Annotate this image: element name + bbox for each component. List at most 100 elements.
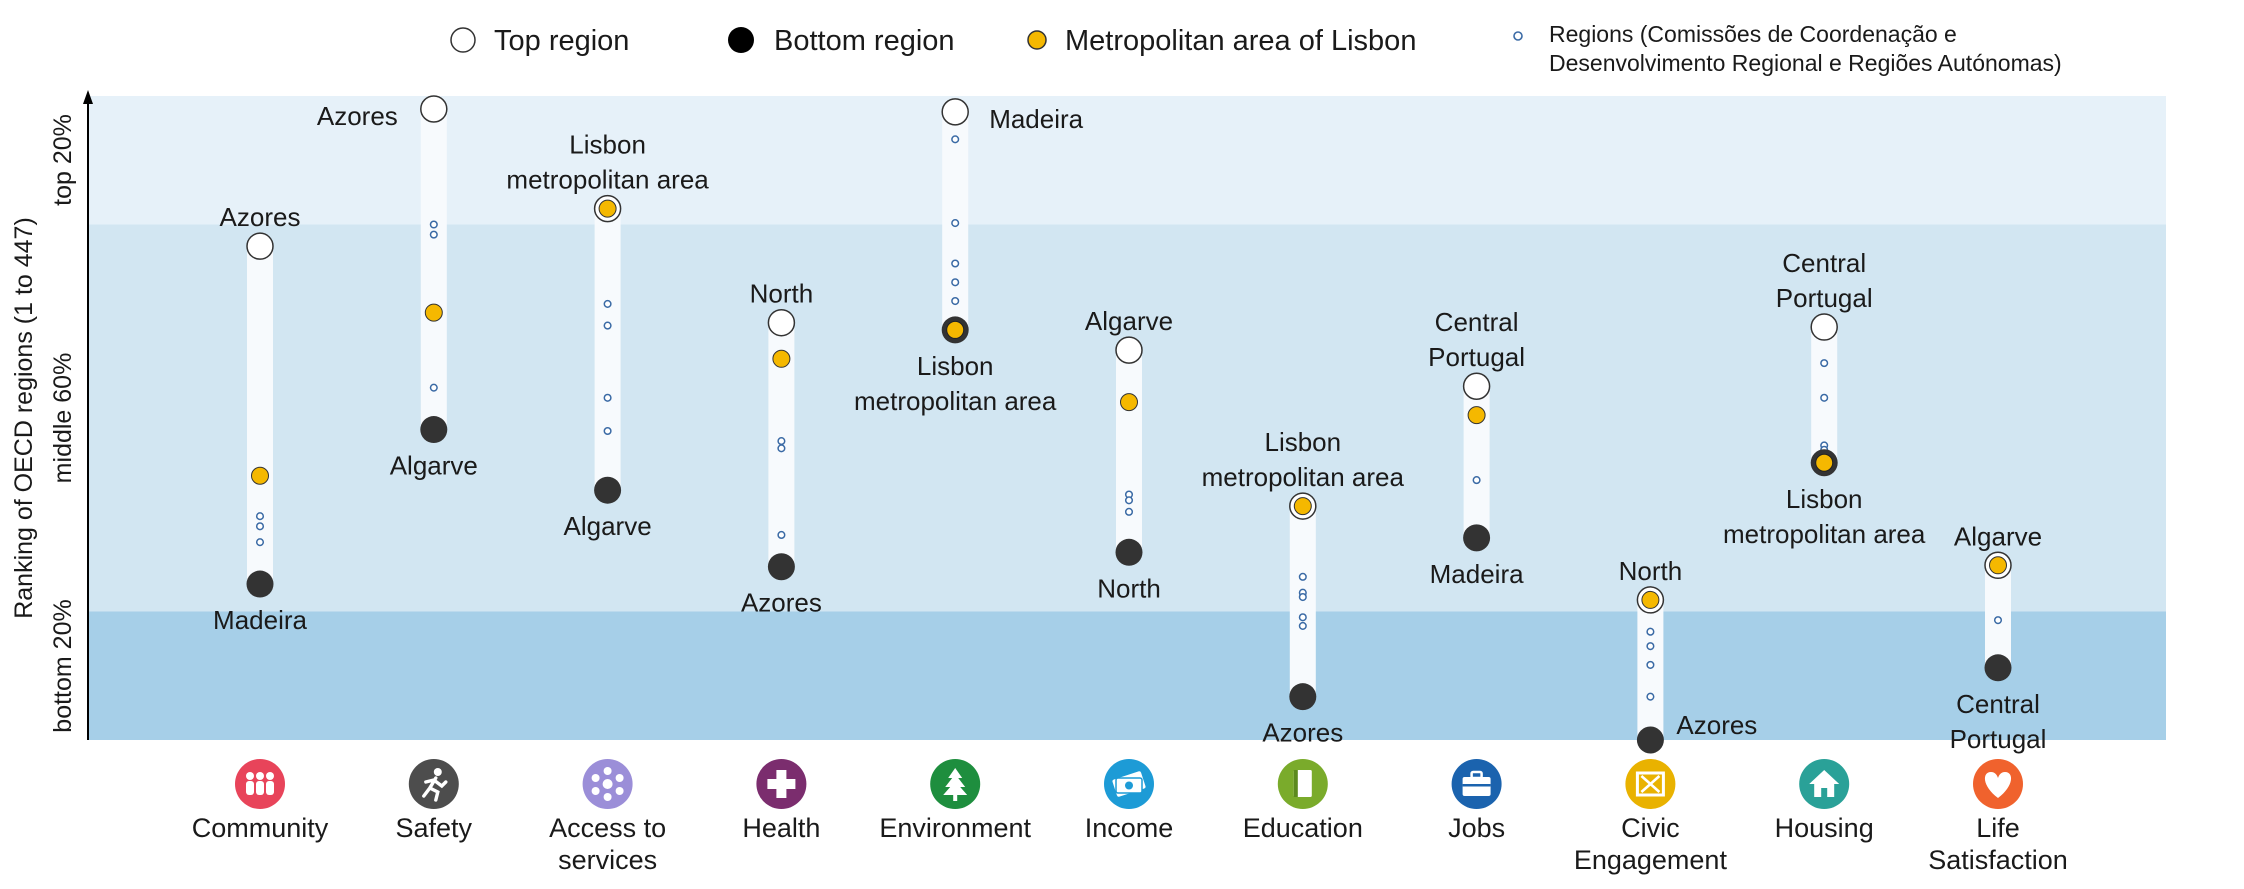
environment-category-label: Environment bbox=[879, 813, 1031, 843]
income-region-dot bbox=[1124, 496, 1134, 505]
education-region-dot bbox=[1298, 592, 1307, 602]
note-coin-icon bbox=[1125, 781, 1133, 790]
education-bottom-label: Azores bbox=[1262, 718, 1343, 748]
environment-lisbon-marker bbox=[946, 320, 965, 339]
safety-top-label: Azores bbox=[317, 101, 398, 131]
runner-body-icon bbox=[422, 776, 448, 802]
network-node-icon bbox=[603, 793, 612, 801]
case-strap-icon bbox=[1462, 784, 1491, 787]
housing-top-label: Central bbox=[1782, 248, 1866, 278]
house-icon bbox=[1799, 759, 1850, 809]
education-bottom-marker bbox=[1289, 683, 1317, 711]
education-top-label: metropolitan area bbox=[1202, 462, 1405, 492]
plot-area: Azores Madeira Azores Algarve Lisbon metropol… bbox=[213, 95, 2047, 754]
income-top-marker bbox=[1115, 336, 1143, 364]
civic-engagement-region-dot bbox=[1646, 692, 1655, 701]
income-top-label: Algarve bbox=[1085, 306, 1173, 336]
civic-engagement-category-label: Civic bbox=[1621, 813, 1680, 843]
legend-regions-label-line2: Desenvolvimento Regional e Regiões Autón… bbox=[1549, 50, 2062, 76]
income-bottom-label: North bbox=[1097, 573, 1161, 603]
jobs-region-dot bbox=[1472, 476, 1481, 485]
access-to-services-category-label: services bbox=[558, 845, 657, 875]
housing-lisbon-marker bbox=[1815, 453, 1834, 472]
education-region-dot bbox=[1298, 572, 1307, 581]
person-body-icon bbox=[246, 781, 254, 795]
heart-shape-icon bbox=[1984, 772, 2012, 798]
safety-top-marker bbox=[420, 95, 448, 123]
legend-top-marker bbox=[450, 27, 476, 53]
network-node-icon bbox=[591, 774, 600, 782]
environment-top-marker bbox=[941, 98, 969, 126]
jobs-bottom-marker bbox=[1463, 524, 1491, 552]
access-to-services-lisbon-marker bbox=[598, 199, 617, 218]
safety-category-label: Safety bbox=[396, 813, 473, 843]
environment-top-label: Madeira bbox=[989, 104, 1083, 134]
life-satisfaction-category-label: Satisfaction bbox=[1928, 845, 2068, 875]
jobs-lisbon-marker bbox=[1467, 406, 1486, 425]
environment-bottom-label: Lisbon bbox=[917, 351, 994, 381]
network-hub-icon bbox=[602, 779, 613, 789]
income-region-dot bbox=[1124, 507, 1134, 516]
housing-category-label: Housing bbox=[1775, 813, 1874, 843]
safety-bottom-marker bbox=[420, 416, 448, 444]
income-category-label: Income bbox=[1085, 813, 1174, 843]
life-satisfaction-bottom-marker bbox=[1984, 654, 2012, 682]
income-lisbon-marker bbox=[1120, 393, 1138, 412]
community-bottom-marker bbox=[246, 570, 274, 598]
band-label-middle: middle 60% bbox=[49, 353, 77, 484]
health-category-label: Health bbox=[742, 813, 820, 843]
band-label-top: top 20% bbox=[49, 114, 77, 206]
access-to-services-bottom-label: Algarve bbox=[564, 511, 652, 541]
network-icon bbox=[582, 759, 633, 809]
life-satisfaction-bottom-label: Portugal bbox=[1950, 724, 2047, 754]
civic-engagement-region-dot bbox=[1646, 627, 1655, 636]
income-bottom-marker bbox=[1115, 538, 1143, 566]
housing-region-dot bbox=[1820, 359, 1829, 368]
health-top-marker bbox=[767, 308, 796, 337]
person-body-icon bbox=[266, 781, 274, 795]
education-region-dot bbox=[1298, 621, 1307, 630]
environment-region-dot bbox=[951, 259, 960, 268]
life-satisfaction-top-label: Algarve bbox=[1954, 521, 2042, 551]
legend-lisbon-marker bbox=[1027, 30, 1047, 50]
environment-bottom-label: metropolitan area bbox=[854, 386, 1057, 416]
heart-icon bbox=[1973, 759, 2023, 809]
person-body-icon bbox=[256, 781, 264, 795]
education-category-label: Education bbox=[1243, 813, 1363, 843]
life-satisfaction-lisbon-marker bbox=[1989, 556, 2007, 575]
people-icon bbox=[235, 759, 285, 809]
y-axis: Ranking of OECD regions (1 to 447) top 2… bbox=[10, 90, 93, 740]
life-satisfaction-category-label: Life bbox=[1976, 813, 2020, 843]
legend-regions-marker bbox=[1513, 31, 1523, 41]
case-handle-icon bbox=[1470, 770, 1483, 780]
jobs-bottom-label: Madeira bbox=[1430, 559, 1524, 589]
access-to-services-range-bar bbox=[594, 208, 621, 491]
jobs-top-marker bbox=[1462, 372, 1491, 400]
jobs-top-label: Central bbox=[1435, 307, 1519, 337]
medical-cross-icon bbox=[756, 759, 807, 809]
housing-region-dot bbox=[1820, 393, 1829, 402]
community-bottom-label: Madeira bbox=[213, 605, 307, 635]
access-to-services-region-dot bbox=[603, 321, 612, 330]
community-range-bar bbox=[247, 246, 273, 585]
education-range-bar bbox=[1289, 506, 1316, 697]
community-lisbon-marker bbox=[251, 466, 269, 485]
legend-top-label: Top region bbox=[494, 25, 629, 57]
civic-engagement-region-dot bbox=[1646, 642, 1655, 651]
income-range-bar bbox=[1116, 350, 1142, 553]
legend-regions-label-line1: Regions (Comissões de Coordenação e bbox=[1549, 21, 1957, 47]
community-region-dot bbox=[255, 512, 265, 521]
ballot-icon bbox=[1625, 759, 1676, 809]
community-region-dot bbox=[255, 538, 265, 547]
safety-region-dot bbox=[429, 230, 438, 239]
education-region-dot bbox=[1298, 613, 1307, 622]
health-lisbon-marker bbox=[772, 349, 791, 368]
person-head-icon bbox=[266, 772, 274, 780]
housing-bottom-label: Lisbon bbox=[1786, 484, 1863, 514]
health-region-dot bbox=[777, 437, 786, 446]
civic-engagement-region-dot bbox=[1646, 660, 1655, 669]
safety-region-dot bbox=[429, 383, 438, 392]
safety-range-bar bbox=[420, 108, 447, 430]
jobs-range-bar bbox=[1463, 386, 1490, 538]
